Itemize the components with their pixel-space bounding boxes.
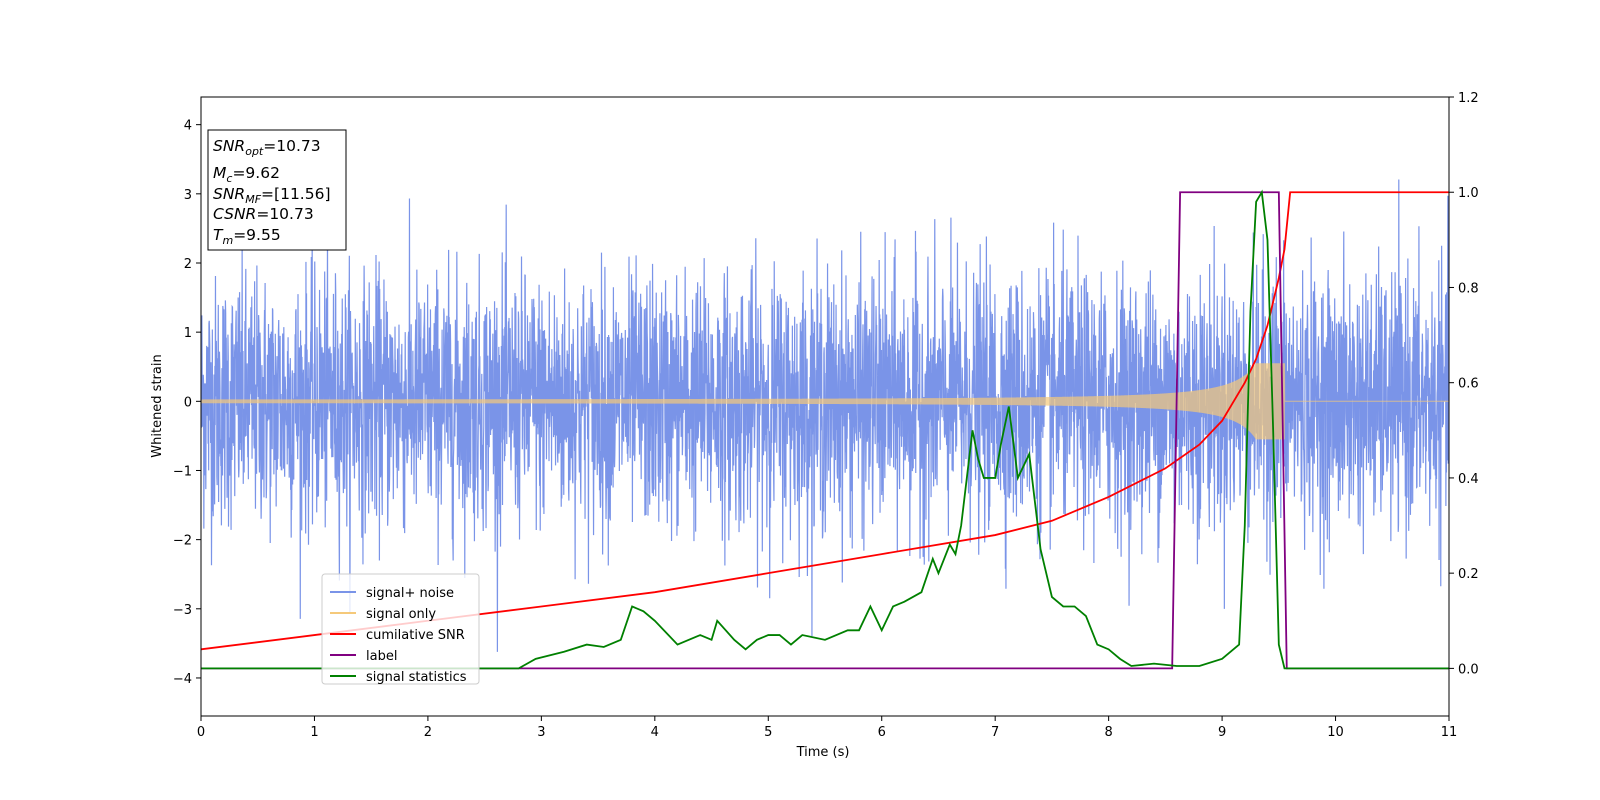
x-axis-ticks: 0 1 2 3 4 5 6 7 8 9 10 11 — [197, 716, 1457, 740]
y2-tick-label-3: 0.6 — [1458, 377, 1479, 392]
y2-tick-label-0: 0.0 — [1458, 662, 1479, 677]
y-tick-label-3: −1 — [173, 464, 192, 479]
y-tick-label-1: −3 — [173, 603, 192, 618]
y2-tick-label-1: 0.2 — [1458, 567, 1479, 582]
legend-label-0: signal+ noise — [366, 586, 454, 601]
legend-frame — [321, 573, 480, 685]
legend-label-2: cumilative SNR — [366, 628, 465, 643]
x-tick-label-11: 11 — [1441, 725, 1458, 740]
info-tm: Tm=9.55 — [213, 226, 281, 247]
x-tick-label-9: 9 — [1218, 725, 1226, 740]
legend-label-3: label — [366, 649, 397, 664]
x-tick-label-6: 6 — [878, 725, 886, 740]
y2-axis-ticks: 0.0 0.2 0.4 0.6 0.8 1.0 1.2 — [1449, 91, 1479, 677]
info-csnr: CSNR=10.73 — [213, 205, 314, 223]
y-tick-label-5: 1 — [184, 326, 192, 341]
x-tick-label-10: 10 — [1327, 725, 1344, 740]
x-tick-label-0: 0 — [197, 725, 205, 740]
y-tick-label-7: 3 — [184, 188, 192, 203]
info-box: SNRopt=10.73 Mc=9.62 SNRMF=[11.56] CSNR=… — [207, 129, 347, 251]
x-tick-label-4: 4 — [651, 725, 659, 740]
signal-statistics-line — [201, 189, 1449, 670]
series-layer — [201, 179, 1449, 670]
x-tick-label-7: 7 — [991, 725, 999, 740]
y-tick-label-2: −2 — [173, 534, 192, 549]
y-axis-ticks: −4 −3 −2 −1 0 1 2 3 4 — [173, 119, 201, 687]
plot-frame — [200, 96, 1450, 717]
x-tick-label-1: 1 — [310, 725, 318, 740]
x-tick-label-5: 5 — [764, 725, 772, 740]
x-tick-label-2: 2 — [424, 725, 432, 740]
y-axis-label: Whitened strain — [150, 354, 165, 457]
y2-tick-label-4: 0.8 — [1458, 281, 1479, 296]
info-box-frame — [207, 129, 347, 251]
legend: signal+ noise signal only cumilative SNR la… — [321, 573, 480, 685]
y2-tick-label-6: 1.2 — [1458, 91, 1479, 106]
y-tick-label-6: 2 — [184, 257, 192, 272]
legend-label-4: signal statistics — [366, 670, 467, 685]
legend-entries: signal+ noise signal only cumilative SNR la… — [330, 586, 467, 685]
y2-tick-label-5: 1.0 — [1458, 186, 1479, 201]
info-snr-mf: SNRMF=[11.56] — [213, 185, 331, 206]
x-tick-label-3: 3 — [537, 725, 545, 740]
y2-tick-label-2: 0.4 — [1458, 472, 1479, 487]
legend-label-1: signal only — [366, 607, 436, 622]
info-mc: Mc=9.62 — [213, 164, 280, 185]
signal-only-line — [201, 363, 1449, 440]
y-tick-label-4: 0 — [184, 395, 192, 410]
y-tick-label-0: −4 — [173, 672, 192, 687]
x-tick-label-8: 8 — [1104, 725, 1112, 740]
x-axis-label: Time (s) — [796, 745, 850, 760]
y-tick-label-8: 4 — [184, 119, 192, 134]
cumulative-snr-line — [201, 191, 1449, 651]
info-snr-opt: SNRopt=10.73 — [213, 137, 321, 158]
